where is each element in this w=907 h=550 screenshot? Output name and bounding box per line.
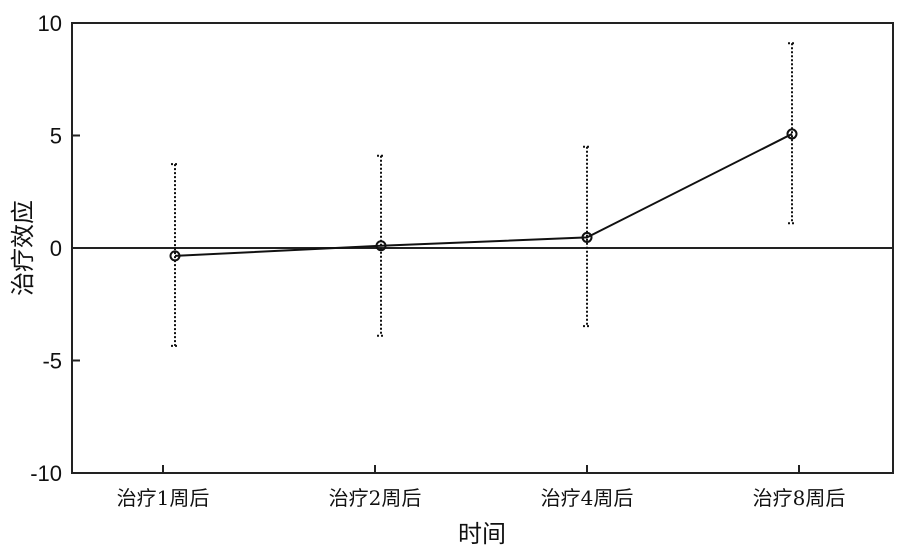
- series-line: [174, 133, 793, 257]
- y-tick-label: 10: [38, 11, 62, 36]
- y-axis-label: 治疗效应: [9, 200, 37, 296]
- x-axis-label: 时间: [458, 520, 506, 548]
- y-tick-label: 5: [50, 124, 62, 149]
- data-point: [375, 240, 387, 252]
- x-tick-label: 治疗2周后: [329, 486, 422, 510]
- y-tick-label: -5: [42, 349, 62, 374]
- x-tick-label: 治疗1周后: [117, 486, 210, 510]
- data-point: [169, 250, 181, 262]
- y-tick-label: -10: [30, 461, 62, 486]
- data-point: [581, 231, 593, 243]
- data-point: [786, 128, 798, 140]
- y-tick-label: 0: [50, 236, 62, 261]
- x-tick-label: 治疗4周后: [541, 486, 634, 510]
- x-tick-label: 治疗8周后: [753, 486, 846, 510]
